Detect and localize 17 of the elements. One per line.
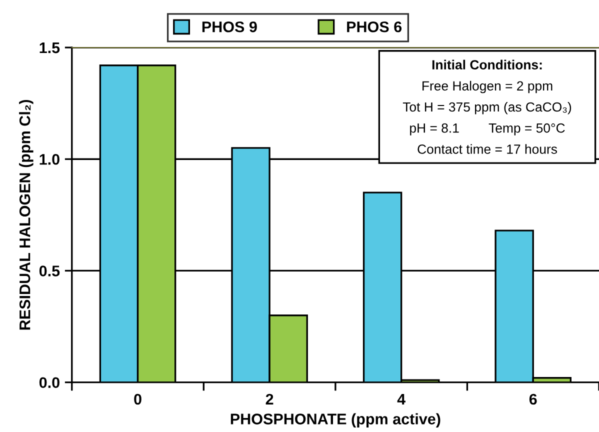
x-tick-label: 4	[397, 394, 406, 405]
x-tick-label: 0	[134, 394, 142, 405]
legend-label: PHOS 9	[202, 21, 257, 32]
x-tick-label: 6	[529, 394, 537, 405]
annotation: pH = 8.1 Temp = 50°C	[410, 123, 565, 136]
annotation: Free Halogen = 2 ppm	[422, 80, 552, 94]
legend-label: PHOS 6	[347, 21, 402, 32]
annotation: Contact time = 17 hours	[418, 144, 558, 154]
y-axis-title: RESIDUAL HALOGEN (ppm Cl₂)	[19, 100, 34, 330]
y-tick-label: 0.5	[39, 266, 60, 276]
y-tick-label: 1.0	[40, 154, 60, 165]
annotation: Initial Conditions:	[432, 60, 542, 70]
x-axis-title: PHOSPHONATE (ppm active)	[230, 413, 440, 428]
y-tick-label: 0.0	[39, 377, 60, 388]
x-tick-label: 2	[266, 394, 274, 405]
annotation: Tot H = 375 ppm (as CaCO₃)	[402, 102, 572, 114]
y-tick-label: 1.5	[40, 42, 60, 54]
